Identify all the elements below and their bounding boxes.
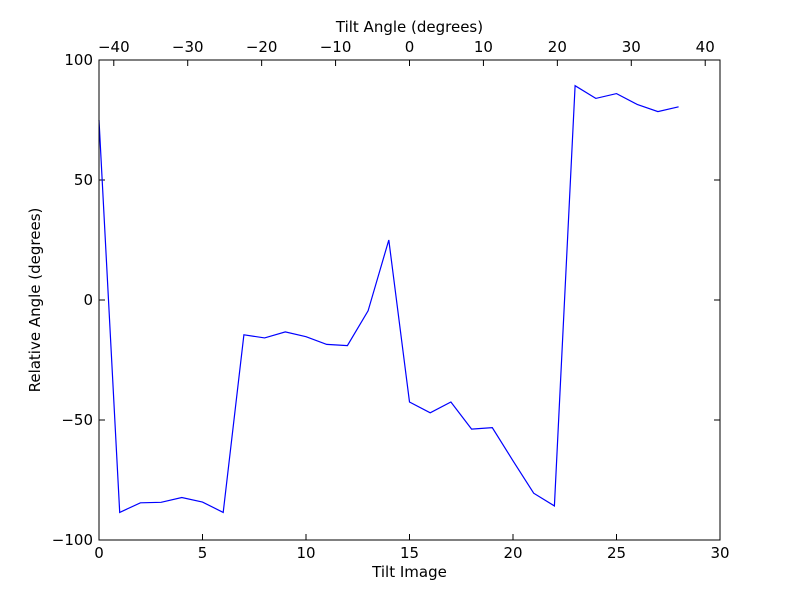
top-x-tick-label: −30	[172, 38, 204, 56]
top-x-tick-label: 0	[405, 38, 415, 56]
x-tick-label: 25	[607, 544, 626, 562]
x-tick-label: 20	[503, 544, 522, 562]
series-line	[98, 84, 679, 514]
top-x-tick-label: 20	[548, 38, 567, 56]
plot-area	[99, 60, 720, 540]
top-x-tick-label: 40	[696, 38, 715, 56]
x-tick-label: 10	[296, 544, 315, 562]
x-tick-label: 0	[94, 544, 104, 562]
plot-frame	[98, 59, 721, 541]
y-tick-label: 0	[83, 291, 93, 309]
top-x-tick-label: 30	[622, 38, 641, 56]
x-tick-label: 15	[400, 544, 419, 562]
y-tick-label: −100	[52, 531, 93, 549]
top-x-axis-title: Tilt Angle (degrees)	[335, 18, 483, 36]
y-tick-label: 100	[64, 51, 93, 69]
y-axis-title: Relative Angle (degrees)	[26, 208, 44, 393]
top-x-tick-label: −10	[320, 38, 352, 56]
x-tick-label: 5	[198, 544, 208, 562]
x-tick-label: 30	[710, 544, 729, 562]
top-x-tick-label: 10	[474, 38, 493, 56]
top-x-tick-label: −40	[98, 38, 130, 56]
y-tick-label: 50	[74, 171, 93, 189]
top-x-tick-label: −20	[246, 38, 278, 56]
y-tick-label: −50	[61, 411, 93, 429]
x-axis-title: Tilt Image	[371, 563, 447, 581]
